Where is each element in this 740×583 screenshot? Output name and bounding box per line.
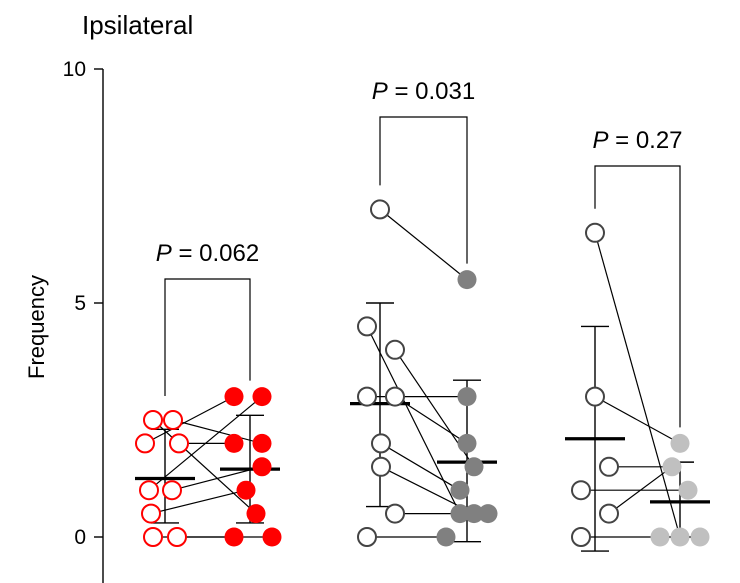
post-point [478,504,498,524]
pre-point [169,433,189,454]
pre-point [143,527,163,547]
pre-point [135,433,155,454]
p-value-label: P = 0.27 [592,127,682,154]
significance-bracket [379,116,468,264]
pairing-line [366,326,461,514]
pre-point [571,527,591,547]
post-point [457,270,477,290]
pre-point [371,433,391,454]
pairing-line [144,396,235,444]
pre-point [371,456,391,477]
y-tick-label: 0 [74,526,86,549]
pre-point [162,480,182,501]
post-point [670,527,690,547]
pairing-line [594,396,681,444]
pairing-line [594,232,681,538]
pairing-line [379,208,468,281]
pre-point [385,503,405,524]
pre-point [571,480,591,501]
post-point [690,527,710,547]
data-points [135,199,710,547]
pairing-line [172,419,263,444]
pre-point [599,456,619,477]
post-point [650,527,670,547]
post-point [252,457,272,477]
post-point [670,433,690,453]
post-point [436,527,456,547]
pre-point [167,527,187,547]
pre-point [385,386,405,407]
post-point [236,480,256,500]
pre-point [141,503,161,524]
post-point [252,433,272,453]
y-tick-label: 5 [74,292,86,315]
pre-point [370,199,390,220]
pre-point [385,339,405,360]
post-point [246,504,266,524]
post-point [464,504,484,524]
post-point [224,433,244,453]
significance-brackets: P = 0.062 P = 0.031 P = 0.27 [156,78,683,428]
post-point [262,527,282,547]
post-point [457,433,477,453]
pre-point [139,480,159,501]
pairing-line [150,489,247,515]
pre-point [585,222,605,243]
post-point [464,457,484,477]
post-point [450,480,470,500]
pre-point [585,386,605,407]
post-point [678,480,698,500]
post-point [224,527,244,547]
y-axis-label: Frequency [24,275,49,379]
pre-point [357,316,377,337]
pairing-line [152,419,257,515]
post-point [457,387,477,407]
pairing-line [380,442,461,491]
y-tick-label: 10 [63,58,86,81]
significance-bracket [594,165,681,428]
p-value-label: P = 0.031 [372,78,475,105]
pre-point [357,527,377,547]
pre-point [599,503,619,524]
p-value-label: P = 0.062 [156,240,259,267]
post-point [224,387,244,407]
y-axis: 0 5 10 Frequency [24,58,104,583]
post-point [450,504,470,524]
pairing-line [148,396,263,491]
post-point [252,387,272,407]
pre-point [163,410,183,430]
pairing-line [608,466,673,515]
significance-bracket [164,278,251,396]
chart-title: Ipsilateral [82,10,194,40]
pre-point [143,410,163,430]
pre-point [357,386,377,407]
post-point [662,457,682,477]
